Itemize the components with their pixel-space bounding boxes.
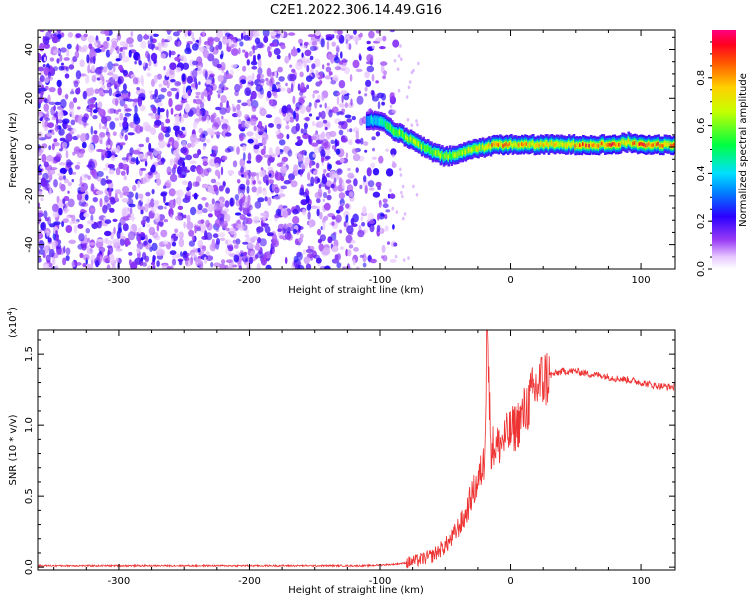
spectrogram-frame: [37, 29, 676, 270]
y-tick-label: 0.5: [24, 488, 35, 504]
snr-plot-area: [38, 330, 675, 569]
colorbar-tick-label: 0.8: [696, 70, 707, 86]
snr-scale-close: ): [8, 307, 19, 311]
spectrogram-xlabel: Height of straight line (km): [288, 285, 424, 296]
colorbar-ticks: 0.0 0.2 0.4 0.6 0.8: [696, 41, 712, 277]
x-tick-label: 0: [507, 275, 513, 286]
y-tick-label: 0: [24, 144, 35, 150]
y-tick-label: 1.0: [24, 417, 35, 433]
colorbar-tick-label: 0.6: [696, 118, 707, 134]
figure-title: C2E1.2022.306.14.49.G16: [270, 3, 442, 18]
x-tick-label: -200: [238, 576, 261, 587]
snr-ticks: -300 -200 -100 0 100 0.0 0.5 1.0 1.5: [24, 330, 675, 587]
x-tick-label: -100: [369, 576, 392, 587]
snr-panel: -300 -200 -100 0 100 0.0 0.5 1.0 1.5 Height of s…: [6, 307, 676, 596]
x-tick-label: -200: [238, 275, 261, 286]
x-tick-label: 100: [632, 576, 651, 587]
y-tick-label: 1.5: [24, 346, 35, 362]
snr-scale-exp: 4: [6, 310, 14, 315]
spectrogram-ylabel: Frequency (Hz): [8, 112, 19, 188]
snr-ylabel: SNR (10 * v/v): [8, 414, 19, 485]
x-tick-label: 100: [632, 275, 651, 286]
snr-scale-prefix: (x10: [8, 315, 19, 338]
x-tick-label: 0: [507, 576, 513, 587]
noise-texture: [38, 30, 421, 269]
x-tick-label: -300: [108, 275, 131, 286]
colorbar-tick-label: 0.4: [696, 165, 707, 181]
snr-frame: [37, 329, 676, 571]
colorbar-tick-label: 0.0: [696, 261, 707, 277]
colorbar: 0.0 0.2 0.4 0.6 0.8 Normalized spectral ampl…: [696, 30, 749, 277]
snr-xlabel: Height of straight line (km): [288, 585, 424, 596]
colorbar-label: Normalized spectral amplitude: [738, 73, 749, 227]
y-tick-label: 20: [24, 92, 35, 105]
ridge-signal: [365, 110, 675, 167]
snr-line: [38, 330, 675, 569]
colorbar-tick-label: 0.2: [696, 213, 707, 229]
snr-scale-label: (x104): [6, 307, 19, 338]
x-tick-label: -300: [108, 576, 131, 587]
y-tick-label: -40: [24, 236, 35, 252]
x-tick-label: -100: [369, 275, 392, 286]
spectrogram-plot-area: [38, 30, 675, 269]
colorbar-scale: [712, 30, 736, 269]
y-tick-label: 40: [24, 43, 35, 56]
y-tick-label: 0.0: [24, 559, 35, 575]
y-tick-label: -20: [24, 188, 35, 204]
